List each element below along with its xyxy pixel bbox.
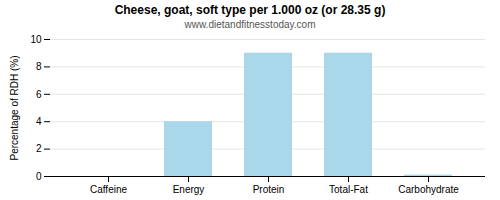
svg-text:Percentage of RDH (%): Percentage of RDH (%) [9, 55, 20, 160]
svg-text:2: 2 [36, 143, 42, 154]
svg-text:10: 10 [30, 34, 42, 45]
svg-text:Energy: Energy [173, 184, 205, 195]
svg-text:Carbohydrate: Carbohydrate [398, 184, 459, 195]
html-text:www.dietandfitnesstoday.com: www.dietandfitnesstoday.com [184, 19, 316, 30]
svg-text:0: 0 [36, 171, 42, 182]
html-text:Cheese, goat, soft type per 1.: Cheese, goat, soft type per 1.000 oz (or… [114, 3, 386, 17]
svg-text:6: 6 [36, 89, 42, 100]
svg-text:Total-Fat: Total-Fat [329, 184, 368, 195]
svg-text:Protein: Protein [253, 184, 285, 195]
svg-text:4: 4 [36, 116, 42, 127]
svg-text:Caffeine: Caffeine [90, 184, 128, 195]
svg-text:8: 8 [36, 61, 42, 72]
